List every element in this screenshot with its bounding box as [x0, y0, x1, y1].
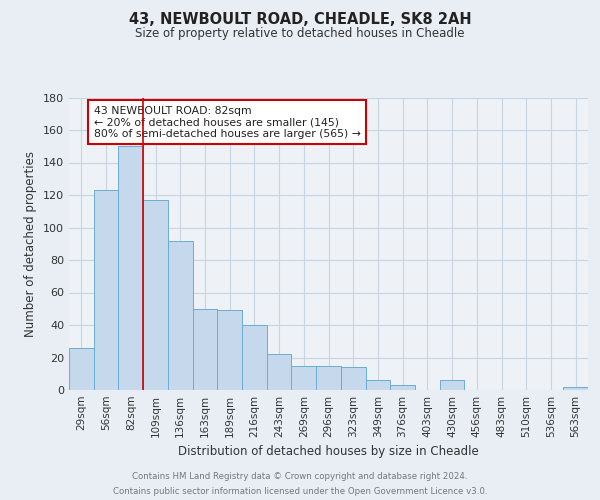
Bar — [193, 308, 217, 390]
Y-axis label: Number of detached properties: Number of detached properties — [25, 151, 37, 337]
Bar — [365, 380, 390, 390]
X-axis label: Distribution of detached houses by size in Cheadle: Distribution of detached houses by size … — [178, 446, 479, 458]
Bar — [69, 348, 94, 390]
Bar — [341, 367, 365, 390]
Bar — [292, 366, 316, 390]
Bar — [390, 385, 415, 390]
Text: 43 NEWBOULT ROAD: 82sqm
← 20% of detached houses are smaller (145)
80% of semi-d: 43 NEWBOULT ROAD: 82sqm ← 20% of detache… — [94, 106, 361, 139]
Bar — [242, 325, 267, 390]
Bar — [563, 387, 588, 390]
Bar — [316, 366, 341, 390]
Bar — [94, 190, 118, 390]
Text: 43, NEWBOULT ROAD, CHEADLE, SK8 2AH: 43, NEWBOULT ROAD, CHEADLE, SK8 2AH — [128, 12, 472, 28]
Bar — [217, 310, 242, 390]
Text: Contains HM Land Registry data © Crown copyright and database right 2024.: Contains HM Land Registry data © Crown c… — [132, 472, 468, 481]
Bar — [118, 146, 143, 390]
Bar — [143, 200, 168, 390]
Bar — [267, 354, 292, 390]
Text: Contains public sector information licensed under the Open Government Licence v3: Contains public sector information licen… — [113, 487, 487, 496]
Text: Size of property relative to detached houses in Cheadle: Size of property relative to detached ho… — [135, 28, 465, 40]
Bar — [440, 380, 464, 390]
Bar — [168, 240, 193, 390]
